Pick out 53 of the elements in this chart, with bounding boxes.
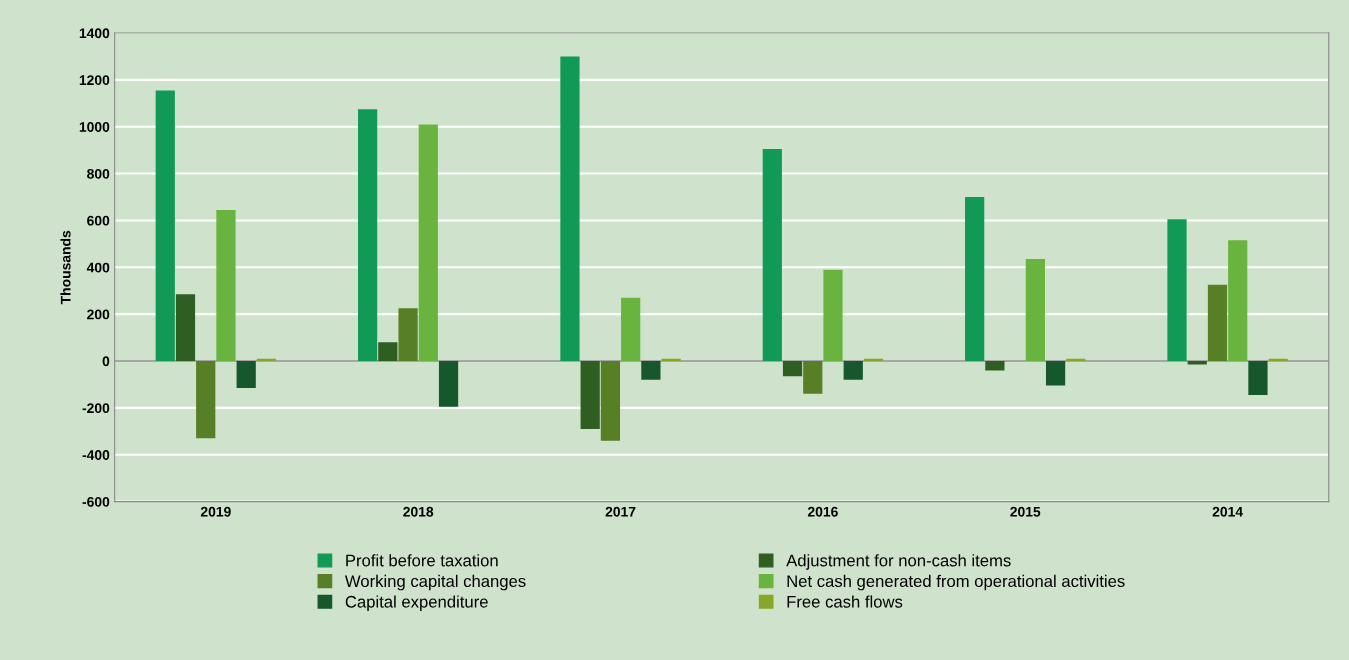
legend-label: Profit before taxation — [346, 554, 498, 567]
y-tick-label: -400 — [82, 450, 110, 460]
bar — [1167, 219, 1187, 362]
legend-label: Net cash generated from operational activities — [787, 574, 1125, 591]
bar — [782, 361, 803, 377]
bar — [1228, 240, 1248, 362]
y-tick-label: 200 — [87, 309, 110, 320]
bar — [1025, 259, 1045, 362]
legend-label: Free cash flows — [787, 595, 903, 608]
bar — [580, 361, 600, 429]
bar — [965, 197, 985, 362]
y-tick-label: 400 — [86, 262, 110, 273]
y-tick-label: -200 — [82, 403, 110, 414]
bar — [236, 361, 256, 388]
x-tick-label: 2016 — [807, 506, 838, 517]
bar — [418, 124, 438, 362]
bar — [621, 297, 641, 362]
y-axis-title: Thousands — [60, 230, 71, 305]
bar — [175, 294, 196, 362]
bar — [196, 361, 216, 439]
bar — [1045, 361, 1066, 386]
bar — [378, 342, 398, 362]
x-tick-label: 2018 — [403, 506, 434, 517]
bar — [438, 361, 459, 407]
bar — [1207, 284, 1228, 362]
y-tick-label: 0 — [102, 356, 110, 367]
y-tick-label: 1400 — [79, 28, 110, 39]
bar — [843, 361, 863, 380]
bar — [823, 269, 843, 362]
y-tick-label: 600 — [87, 215, 110, 226]
bar — [398, 308, 418, 362]
bar — [216, 209, 236, 362]
y-tick-label: 800 — [87, 168, 110, 179]
y-tick-label: 1200 — [79, 75, 110, 86]
legend-label: Adjustment for non-cash items — [786, 554, 1011, 570]
bar — [641, 361, 661, 380]
legend-label: Capital expenditure — [345, 595, 488, 611]
bar — [762, 148, 782, 362]
bar — [600, 361, 621, 441]
x-tick-label: 2017 — [605, 506, 636, 517]
bar — [803, 361, 823, 394]
bar — [1187, 361, 1207, 365]
y-tick-label: -600 — [82, 496, 110, 507]
bar — [155, 90, 175, 362]
x-tick-label: 2019 — [200, 506, 231, 517]
legend-label: Working capital changes — [344, 574, 526, 591]
bar — [357, 109, 378, 362]
y-tick-label: 1000 — [79, 122, 110, 132]
bar — [1248, 361, 1268, 395]
x-tick-label: 2014 — [1212, 506, 1243, 517]
bar — [560, 56, 580, 362]
bar — [985, 361, 1005, 371]
x-tick-label: 2015 — [1010, 506, 1041, 517]
